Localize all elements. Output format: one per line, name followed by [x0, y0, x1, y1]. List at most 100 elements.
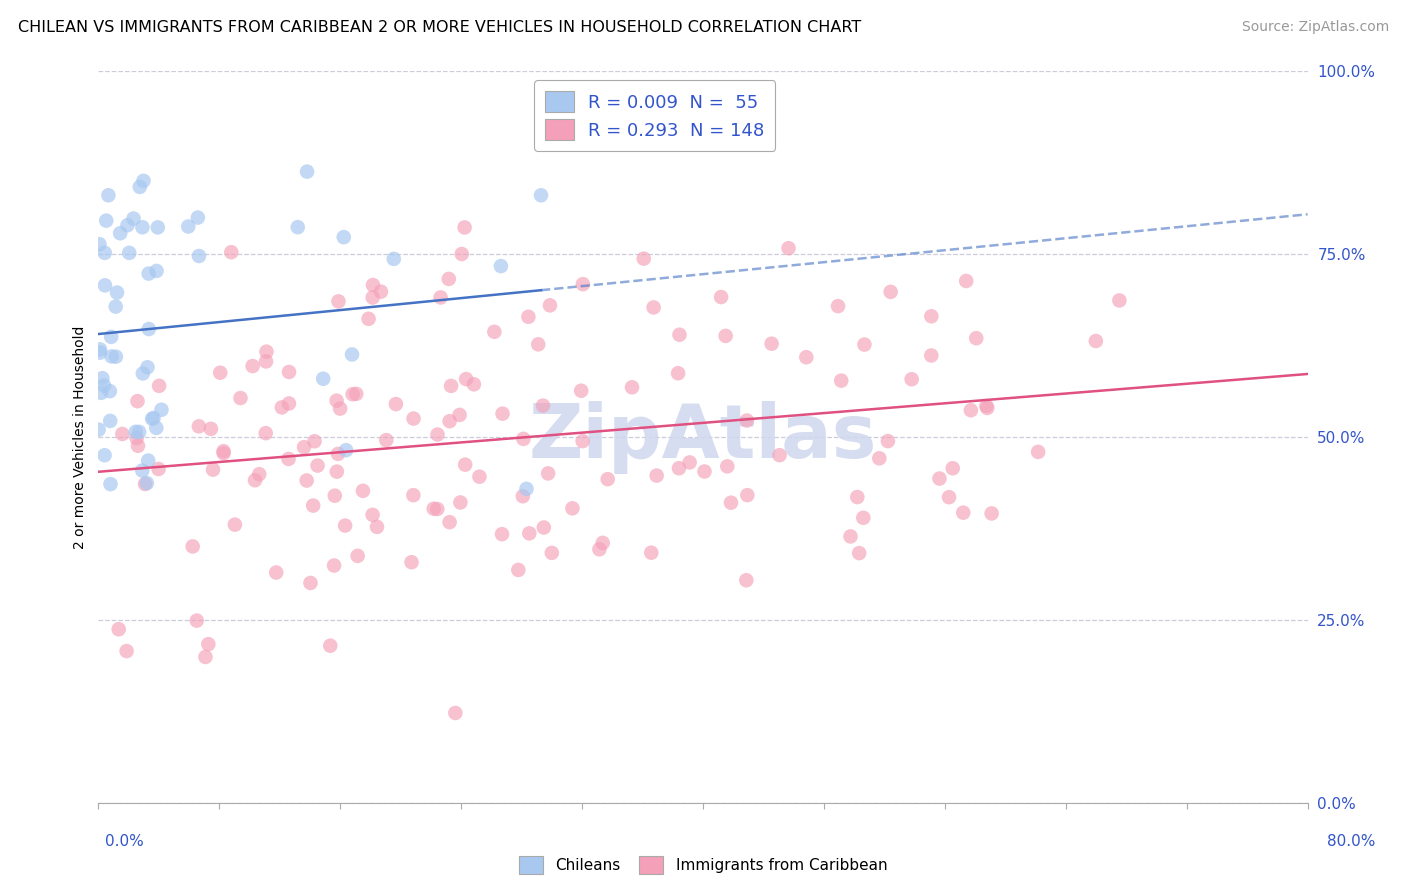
Point — [716, 459, 738, 474]
Point — [127, 439, 149, 453]
Point — [125, 425, 148, 439]
Point — [264, 566, 287, 580]
Point — [328, 294, 350, 309]
Point — [366, 520, 388, 534]
Point — [512, 489, 534, 503]
Point — [592, 536, 614, 550]
Point — [142, 411, 165, 425]
Point — [93, 378, 115, 392]
Point — [454, 458, 477, 472]
Point — [278, 396, 301, 410]
Point — [444, 706, 467, 720]
Point — [89, 343, 111, 357]
Point — [489, 259, 512, 273]
Point — [512, 432, 534, 446]
Point — [132, 367, 155, 381]
Point — [146, 220, 169, 235]
Point — [346, 549, 368, 563]
Point — [107, 622, 129, 636]
Point — [342, 387, 364, 401]
Point — [136, 453, 159, 467]
Point — [1026, 445, 1049, 459]
Point — [302, 499, 325, 513]
Point — [138, 267, 160, 281]
Point — [361, 291, 384, 305]
Point — [450, 247, 472, 261]
Point — [344, 387, 367, 401]
Point — [209, 366, 232, 380]
Point — [942, 461, 965, 475]
Point — [540, 546, 562, 560]
Point — [928, 472, 950, 486]
Point — [839, 529, 862, 543]
Point — [761, 336, 783, 351]
Point — [633, 252, 655, 266]
Point — [94, 245, 117, 260]
Point — [533, 520, 555, 534]
Point — [737, 488, 759, 502]
Point — [181, 540, 204, 554]
Point — [111, 427, 134, 442]
Point — [456, 372, 478, 386]
Point — [426, 427, 449, 442]
Point — [426, 502, 449, 516]
Point — [100, 330, 122, 344]
Point — [115, 644, 138, 658]
Point — [980, 507, 1002, 521]
Point — [530, 188, 553, 202]
Point — [93, 448, 115, 462]
Point — [794, 350, 817, 364]
Point — [134, 477, 156, 491]
Point — [352, 483, 374, 498]
Point — [108, 226, 131, 240]
Point — [90, 385, 112, 400]
Point — [242, 359, 264, 373]
Point — [900, 372, 922, 386]
Point — [186, 614, 208, 628]
Point — [177, 219, 200, 234]
Point — [678, 455, 700, 469]
Point — [515, 482, 537, 496]
Point — [735, 413, 758, 427]
Point — [853, 337, 876, 351]
Point — [453, 220, 475, 235]
Point — [325, 393, 347, 408]
Point — [224, 517, 246, 532]
Point — [148, 462, 170, 476]
Point — [517, 526, 540, 541]
Point — [361, 508, 384, 522]
Point — [508, 563, 530, 577]
Point — [571, 434, 593, 449]
Point — [422, 501, 444, 516]
Point — [89, 237, 111, 252]
Point — [312, 372, 335, 386]
Point — [666, 366, 689, 380]
Text: 0.0%: 0.0% — [105, 834, 145, 849]
Point — [531, 399, 554, 413]
Point — [720, 496, 742, 510]
Point — [295, 164, 318, 178]
Point — [299, 576, 322, 591]
Point — [100, 350, 122, 364]
Point — [491, 527, 513, 541]
Point — [714, 329, 737, 343]
Point — [212, 446, 235, 460]
Point — [326, 447, 349, 461]
Point — [187, 419, 209, 434]
Point — [778, 241, 800, 255]
Point — [439, 414, 461, 428]
Point — [307, 458, 329, 473]
Point — [643, 301, 665, 315]
Point — [710, 290, 733, 304]
Point — [329, 401, 352, 416]
Point — [323, 558, 346, 573]
Text: CHILEAN VS IMMIGRANTS FROM CARIBBEAN 2 OR MORE VEHICLES IN HOUSEHOLD CORRELATION: CHILEAN VS IMMIGRANTS FROM CARIBBEAN 2 O… — [18, 20, 862, 35]
Point — [401, 555, 423, 569]
Point — [440, 379, 463, 393]
Point — [588, 542, 610, 557]
Point — [965, 331, 987, 345]
Point — [402, 488, 425, 502]
Point — [527, 337, 550, 351]
Point — [132, 174, 155, 188]
Point — [243, 473, 266, 487]
